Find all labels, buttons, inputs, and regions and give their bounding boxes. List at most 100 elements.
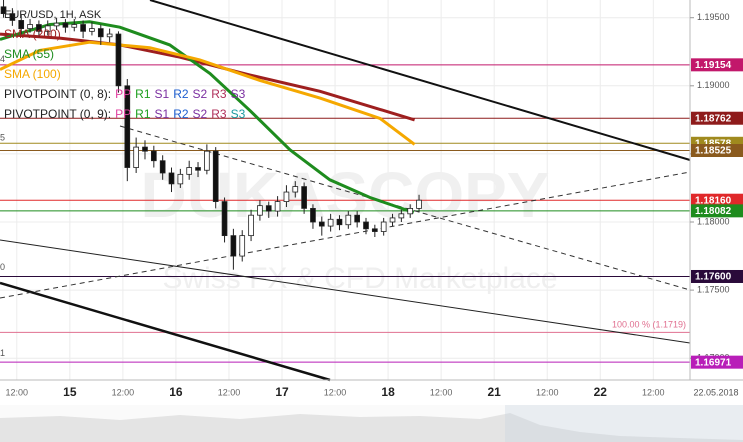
y-tick-label: 1.19500 (697, 12, 730, 22)
edge-label: 5 (0, 133, 5, 143)
level-tag-label: 1.18082 (695, 206, 732, 217)
price-axis: 1.195001.190001.185001.180001.175001.170… (690, 12, 743, 369)
candle (221, 197, 228, 243)
candle-body (89, 28, 95, 32)
candle (212, 147, 219, 209)
candle (97, 24, 104, 45)
candle (44, 20, 51, 36)
candle-body (124, 85, 131, 168)
candle (150, 145, 157, 168)
navigator-area (0, 413, 743, 442)
candle (248, 209, 254, 242)
level-tag (691, 193, 743, 207)
candle-body (389, 217, 396, 223)
fib-label: 100.00 % (1.1719) (612, 320, 686, 330)
candle (0, 0, 7, 18)
sma-line (0, 20, 415, 214)
candle (318, 216, 325, 236)
candle (124, 78, 131, 182)
legend-entry: SMA (55) (4, 47, 54, 61)
channel-mid (0, 239, 691, 344)
pivot-item: S3 (231, 107, 246, 121)
candle (9, 8, 16, 26)
candle (53, 17, 60, 30)
candle (416, 194, 422, 213)
candle-body (212, 150, 219, 202)
candle-body (265, 205, 272, 212)
candle (354, 211, 360, 228)
candle-body (354, 214, 360, 223)
candle-body (363, 221, 369, 230)
candle (301, 182, 307, 214)
trendlines (0, 0, 691, 382)
candle (177, 168, 184, 188)
x-tick-label: 12:00 (218, 387, 241, 397)
level-tag (691, 269, 743, 283)
candle-body (9, 13, 16, 21)
candle (257, 200, 263, 221)
candle (239, 230, 246, 262)
x-tick-label: 12:00 (430, 387, 453, 397)
candle-body (380, 221, 387, 232)
level-tag-label: 1.18525 (695, 146, 732, 157)
level-tag-label: 1.18762 (695, 113, 732, 124)
candle (389, 213, 396, 227)
candle (230, 228, 237, 270)
candle (71, 19, 78, 32)
x-tick-label: 12:00 (324, 387, 347, 397)
candle-body (150, 150, 157, 162)
candle-body (168, 172, 175, 185)
candle (27, 19, 33, 33)
pivot-item: S1 (155, 107, 170, 121)
candle-body (115, 33, 122, 87)
pivot-item: R3 (211, 107, 227, 121)
candle (36, 20, 42, 37)
candle-body (372, 228, 378, 232)
edge-label: 1 (0, 348, 5, 358)
candle-body (239, 235, 246, 257)
y-tick-label: 1.18000 (697, 216, 730, 226)
level-tag (691, 355, 743, 369)
x-tick-label: 15 (63, 385, 77, 399)
instrument-title: EUR/USD, 1H, ASK (4, 9, 102, 21)
candle (159, 155, 166, 180)
candle-body (0, 6, 7, 15)
indicators (0, 20, 416, 214)
navigator-window[interactable] (505, 405, 743, 442)
level-tag (691, 111, 743, 125)
candle-body (248, 214, 254, 237)
candle (168, 167, 175, 193)
candle (115, 31, 122, 93)
candle-body (257, 205, 263, 216)
candle-body (195, 167, 201, 171)
level-tag-label: 1.16971 (695, 357, 732, 368)
level-tag (691, 58, 743, 72)
pivot-title: PIVOTPOINT (0, 9): (4, 107, 111, 121)
candle (195, 162, 201, 178)
pivot-item: R2 (173, 87, 189, 101)
candle (18, 14, 25, 35)
x-tick-label: 12:00 (112, 387, 135, 397)
candle-body (407, 207, 414, 215)
pivot-item: S1 (155, 87, 170, 101)
candle (283, 185, 290, 208)
candle-body (97, 28, 104, 38)
candle-body (204, 150, 210, 171)
candles (0, 0, 422, 270)
legend-entry: SMA (100) (4, 67, 61, 81)
candle-body (327, 218, 334, 227)
x-tick-label: 18 (381, 385, 395, 399)
date-label: 22.05.2018 (693, 387, 738, 397)
candle-body (53, 22, 60, 27)
y-tick-label: 1.19000 (697, 80, 730, 90)
candle-body (27, 24, 33, 30)
candle-body (221, 201, 228, 237)
candle (265, 201, 272, 218)
x-tick-label: 16 (169, 385, 183, 399)
candle-body (416, 199, 422, 209)
pivot-item: S2 (193, 87, 208, 101)
x-tick-label: 17 (275, 385, 289, 399)
candle (327, 213, 334, 232)
channel-top (149, 0, 691, 161)
watermark-sub: Swiss FX & CFD Marketplace (162, 262, 557, 295)
